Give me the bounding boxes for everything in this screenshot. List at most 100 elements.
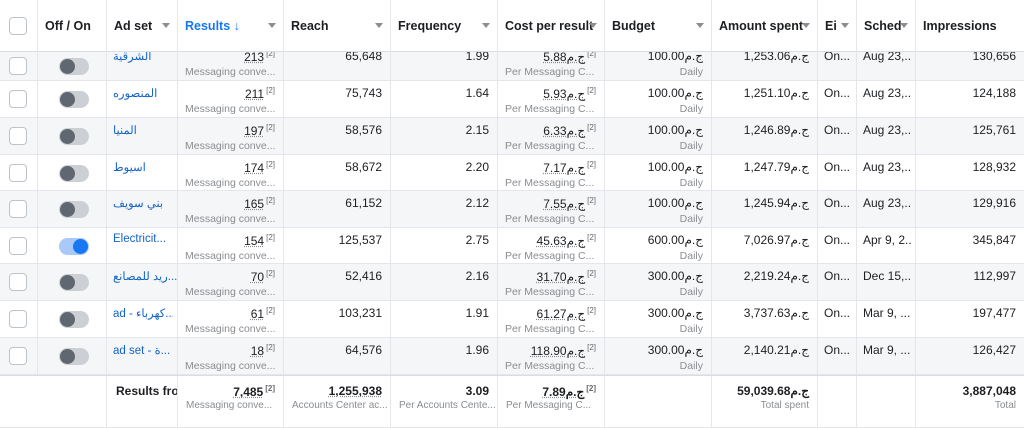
- ad-set-toggle[interactable]: [59, 274, 89, 291]
- table-row[interactable]: ad - كهرباء...61[2]Messaging conve...103…: [0, 301, 1024, 338]
- ad-set-name-link[interactable]: الشرقية: [113, 52, 152, 63]
- select-all-checkbox[interactable]: [9, 17, 27, 35]
- metric-value[interactable]: 154 [2]: [244, 233, 275, 248]
- budget-value[interactable]: 100.00ج.م: [647, 52, 703, 63]
- metric-value[interactable]: 174 [2]: [244, 160, 275, 175]
- column-header-ends[interactable]: Ei: [818, 0, 857, 52]
- column-header-frequency[interactable]: Frequency: [391, 0, 498, 52]
- row-checkbox[interactable]: [9, 273, 27, 291]
- chevron-down-icon[interactable]: [162, 23, 170, 28]
- metric-value[interactable]: 211 [2]: [245, 86, 275, 101]
- column-header-reach[interactable]: Reach: [284, 0, 391, 52]
- row-checkbox[interactable]: [9, 57, 27, 75]
- chevron-down-icon[interactable]: [696, 23, 704, 28]
- ad-set-toggle[interactable]: [59, 128, 89, 145]
- table-row[interactable]: المنصوره 211 [2] Messaging conve... 75,743 1.…: [0, 81, 1024, 118]
- cell-adset: ...ريد للمصانع: [107, 264, 178, 300]
- ad-set-toggle[interactable]: [59, 348, 89, 365]
- chevron-down-icon[interactable]: [375, 23, 383, 28]
- column-header-spent[interactable]: Amount spent: [712, 0, 818, 52]
- metric-value[interactable]: 45.63ج.م [2]: [537, 233, 596, 248]
- chevron-down-icon[interactable]: [900, 23, 908, 28]
- budget-value[interactable]: 100.00ج.م: [647, 160, 703, 174]
- metric-value[interactable]: 6.33ج.م [2]: [543, 123, 596, 138]
- row-checkbox[interactable]: [9, 200, 27, 218]
- column-header-cpr[interactable]: Cost per result: [498, 0, 605, 52]
- column-header-schedule[interactable]: Sched: [857, 0, 916, 52]
- metric-value[interactable]: 7.55ج.م [2]: [543, 196, 596, 211]
- cell-schedule: Mar 9, ...: [857, 301, 916, 337]
- row-checkbox[interactable]: [9, 127, 27, 145]
- metric-value[interactable]: 118.90ج.م [2]: [531, 343, 596, 358]
- budget-value[interactable]: 300.00ج.م: [647, 343, 703, 357]
- metric-value[interactable]: 70 [2]: [251, 269, 275, 284]
- ad-set-toggle[interactable]: [59, 201, 89, 218]
- column-header-onoff[interactable]: Off / On: [38, 0, 107, 52]
- chevron-down-icon[interactable]: [589, 23, 597, 28]
- cell-schedule: [857, 376, 916, 427]
- row-checkbox[interactable]: [9, 237, 27, 255]
- ad-set-toggle[interactable]: [59, 91, 89, 108]
- footnote-marker: [2]: [587, 269, 596, 278]
- budget-value[interactable]: 100.00ج.م: [647, 196, 703, 210]
- chevron-down-icon[interactable]: [841, 23, 849, 28]
- cell-adset: Electricit...: [107, 228, 178, 263]
- reach-value: 64,576: [345, 343, 382, 357]
- cell-reach: 58,576: [284, 118, 391, 154]
- cell-ends: [818, 376, 857, 427]
- ad-set-name-link[interactable]: بني سويف: [113, 198, 164, 210]
- table-row[interactable]: الشرقية 213 [2] Messaging conve... 65,648 1.9…: [0, 52, 1024, 81]
- column-header-adset[interactable]: Ad set: [107, 0, 178, 52]
- ad-set-name-link[interactable]: المنصوره: [113, 88, 158, 100]
- table-row[interactable]: ad set - ة... 18 [2] Messaging conve... 64,5…: [0, 338, 1024, 375]
- budget-value[interactable]: 300.00ج.م: [647, 306, 703, 320]
- row-checkbox[interactable]: [9, 90, 27, 108]
- budget-value[interactable]: 100.00ج.م: [647, 123, 703, 137]
- row-checkbox[interactable]: [9, 310, 27, 328]
- budget-type: Daily: [679, 140, 703, 152]
- chevron-down-icon[interactable]: [482, 23, 490, 28]
- metric-value[interactable]: 31.70ج.م [2]: [537, 269, 596, 284]
- ad-set-toggle[interactable]: [59, 58, 89, 75]
- chevron-down-icon[interactable]: [268, 23, 276, 28]
- ad-set-toggle[interactable]: [59, 165, 89, 182]
- ad-set-name-link[interactable]: المنيا: [113, 125, 137, 137]
- ad-set-name-link[interactable]: Electricit...: [113, 233, 167, 245]
- table-row[interactable]: المنيا 197 [2] Messaging conve... 58,576 2.15…: [0, 118, 1024, 155]
- cell-onoff: [38, 191, 107, 227]
- metric-value[interactable]: 7.17ج.م [2]: [543, 160, 596, 175]
- row-checkbox[interactable]: [9, 347, 27, 365]
- chevron-down-icon[interactable]: [802, 23, 810, 28]
- column-header-results[interactable]: Results ↓: [178, 0, 284, 52]
- budget-value[interactable]: 100.00ج.م: [647, 86, 703, 100]
- metric-value[interactable]: 5.93ج.م [2]: [543, 86, 596, 101]
- column-header-budget[interactable]: Budget: [605, 0, 712, 52]
- metric-value[interactable]: 18 [2]: [251, 343, 275, 358]
- table-row[interactable]: بني سويف 165 [2] Messaging conve... 61,152 2.…: [0, 191, 1024, 228]
- metric-value[interactable]: 213 [2]: [244, 52, 275, 64]
- table-row[interactable]: Electricit... 154 [2] Messaging conve... 125…: [0, 228, 1024, 264]
- ad-set-toggle[interactable]: [59, 238, 89, 255]
- column-header-impressions[interactable]: Impressions: [916, 0, 1024, 52]
- metric-value[interactable]: 7.89ج.م [2]: [542, 384, 596, 399]
- metric-value[interactable]: 61.27ج.م [2]: [537, 306, 596, 321]
- ad-set-toggle[interactable]: [59, 311, 89, 328]
- budget-value[interactable]: 600.00ج.م: [647, 233, 703, 247]
- table-row[interactable]: اسيوط 174 [2] Messaging conve... 58,672 2.20 7…: [0, 155, 1024, 191]
- ad-set-name-link[interactable]: اسيوط: [113, 162, 146, 174]
- table-row[interactable]: ...ريد للمصانع 70 [2] Messaging conve... 52,…: [0, 264, 1024, 301]
- row-checkbox[interactable]: [9, 164, 27, 182]
- ad-set-name-link[interactable]: ...ريد للمصانع: [113, 271, 178, 283]
- schedule-value: Aug 23,...: [863, 160, 912, 174]
- metric-value[interactable]: 61 [2]: [251, 306, 275, 321]
- metric-value[interactable]: 165 [2]: [244, 196, 275, 211]
- metric-value[interactable]: 5.88ج.م [2]: [543, 52, 596, 64]
- cell-reach: 103,231: [284, 301, 391, 337]
- ad-set-name-link[interactable]: ad set - ة...: [113, 345, 171, 357]
- total-reach[interactable]: 1,255,938: [328, 384, 382, 398]
- metric-value[interactable]: 197 [2]: [244, 123, 275, 138]
- ad-set-name-link[interactable]: ad - كهرباء...: [113, 308, 173, 320]
- metric-value[interactable]: 7,485 [2]: [233, 384, 275, 399]
- column-header-select[interactable]: [0, 0, 38, 52]
- budget-value[interactable]: 300.00ج.م: [647, 269, 703, 283]
